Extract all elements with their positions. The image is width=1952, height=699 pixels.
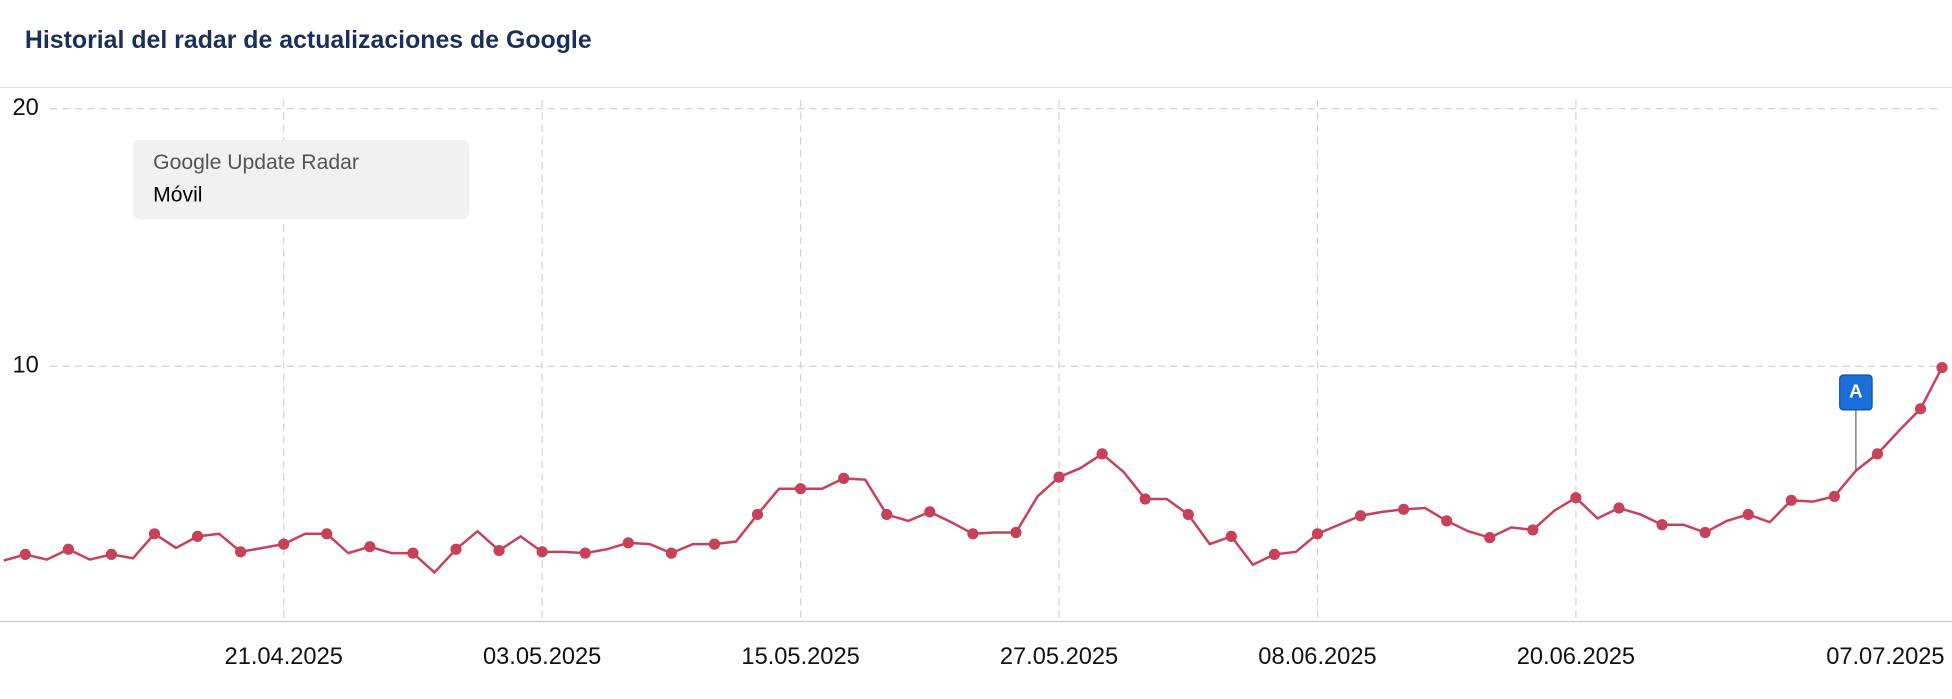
data-point <box>1484 532 1496 544</box>
data-point <box>794 483 807 495</box>
x-tick-label: 20.06.2025 <box>1517 644 1635 670</box>
data-point <box>62 543 74 555</box>
data-point <box>1398 503 1410 515</box>
legend-title: Google Update Radar <box>153 151 359 174</box>
data-point <box>1871 448 1884 460</box>
x-tick-label: 27.05.2025 <box>1000 644 1118 670</box>
data-point <box>1354 510 1367 522</box>
annotation-flag <box>1839 374 1873 411</box>
data-point <box>1785 494 1797 506</box>
data-point <box>1139 493 1151 505</box>
data-point <box>622 537 634 549</box>
x-tick-label: 07.07.2025 <box>1826 644 1944 670</box>
data-point <box>1699 526 1711 539</box>
data-point <box>1441 515 1453 527</box>
data-point <box>708 538 721 550</box>
series-line <box>3 367 1944 575</box>
data-point <box>1570 492 1582 504</box>
x-tick-label: 21.04.2025 <box>225 644 343 670</box>
data-point <box>191 530 204 542</box>
data-point <box>450 543 462 555</box>
data-point <box>1613 502 1625 514</box>
data-point <box>1225 530 1237 542</box>
x-tick-label: 03.05.2025 <box>483 644 601 670</box>
data-point <box>1914 403 1927 415</box>
data-point <box>751 508 764 521</box>
data-point <box>235 546 247 558</box>
data-point <box>407 547 419 559</box>
data-point <box>278 538 290 550</box>
data-point <box>967 528 979 540</box>
data-point <box>105 548 118 561</box>
data-point <box>1936 361 1948 374</box>
data-point <box>1311 528 1324 540</box>
data-point <box>665 547 677 559</box>
data-point <box>148 528 161 540</box>
data-point <box>1010 526 1022 539</box>
data-point <box>1742 508 1754 521</box>
annotation-label: A <box>1849 380 1862 401</box>
x-tick-label: 08.06.2025 <box>1258 644 1376 670</box>
y-tick-label: 10 <box>12 353 38 379</box>
legend-box <box>133 139 470 220</box>
data-point <box>1828 490 1840 503</box>
data-point <box>838 472 850 484</box>
chart-title: Historial del radar de actualizaciones d… <box>25 26 592 54</box>
data-point <box>19 548 31 561</box>
data-point <box>1096 448 1108 460</box>
data-point <box>1268 548 1281 561</box>
data-point <box>536 546 548 558</box>
data-point <box>1182 508 1194 521</box>
data-point <box>1527 524 1539 536</box>
data-point <box>493 544 505 557</box>
data-point <box>1053 471 1065 483</box>
data-point <box>1656 519 1668 531</box>
legend-entry: Móvil <box>153 183 202 206</box>
data-point <box>881 508 893 521</box>
data-point <box>579 547 591 559</box>
x-tick-label: 15.05.2025 <box>741 644 859 670</box>
data-point <box>321 528 333 540</box>
data-point <box>924 506 936 518</box>
y-tick-label: 20 <box>12 95 38 121</box>
data-point <box>364 541 376 553</box>
